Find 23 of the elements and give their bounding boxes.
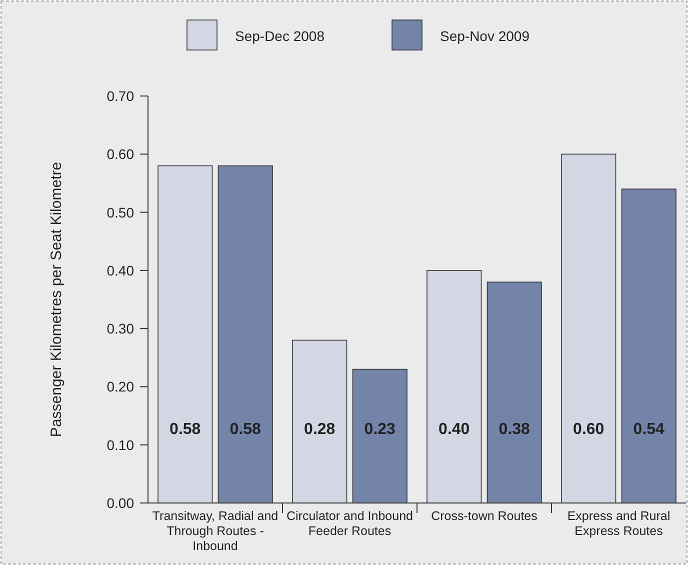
y-tick-label: 0.50: [106, 204, 134, 220]
data-label: 0.28: [304, 420, 336, 438]
y-tick-label: 0.20: [106, 378, 134, 395]
data-label: 0.58: [170, 420, 201, 438]
y-tick-label: 0.40: [106, 262, 134, 278]
y-tick-label: 0.30: [106, 320, 134, 337]
data-label: 0.58: [230, 420, 262, 438]
x-tick-label: Express and Rural Express Routes: [567, 509, 670, 538]
y-axis-title: Passenger Kilometres per Seat Kilometre: [48, 162, 65, 438]
legend-label: Sep-Nov 2009: [440, 28, 530, 44]
x-tick-label: Cross-town Routes: [431, 509, 538, 523]
legend-label: Sep-Dec 2008: [235, 28, 325, 44]
data-label: 0.60: [573, 420, 604, 438]
data-label: 0.40: [438, 420, 470, 438]
data-label: 0.38: [498, 420, 530, 438]
x-tick-label: Circulator and Inbound Feeder Routes: [286, 509, 414, 538]
y-tick-label: 0.70: [106, 88, 134, 104]
y-tick-label: 0.60: [106, 146, 134, 162]
data-label: 0.54: [633, 420, 665, 438]
y-tick-label: 0.00: [106, 495, 134, 511]
data-label: 0.23: [364, 420, 396, 438]
x-tick-label: Transitway, Radial and Through Routes - Inbound: [152, 509, 278, 553]
y-tick-label: 0.10: [106, 436, 134, 453]
